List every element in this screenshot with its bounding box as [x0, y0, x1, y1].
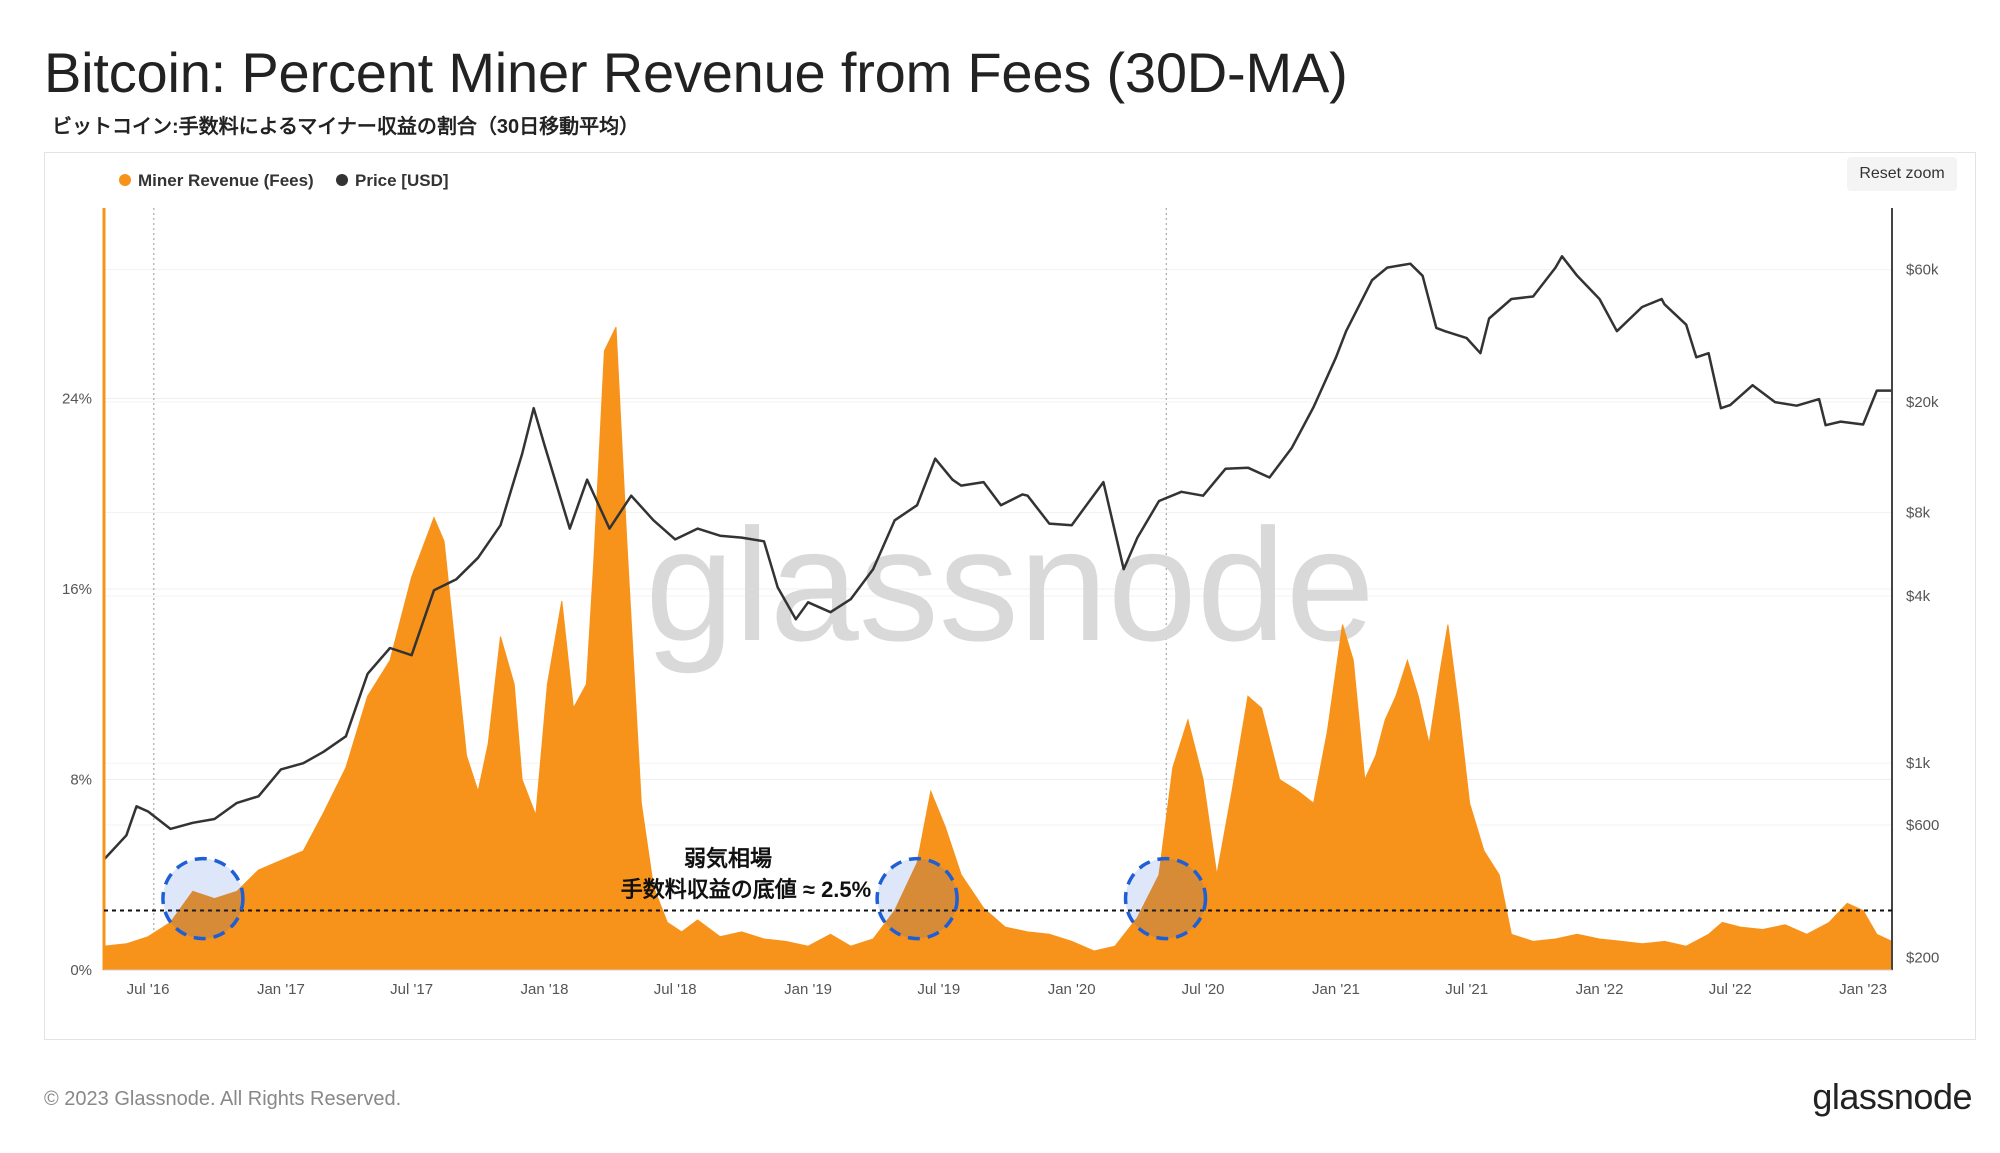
overlays: [104, 856, 1892, 941]
highlight-circle: [1123, 856, 1208, 941]
annotation: 弱気相場 手数料収益の底値 ≈ 2.5%: [621, 846, 871, 902]
x-tick-label: Jan '20: [1048, 981, 1096, 998]
legend-marker-price: [336, 174, 348, 186]
price-line: [103, 255, 1892, 861]
x-tick-label: Jan '22: [1576, 981, 1624, 998]
highlight-circle: [161, 856, 245, 941]
footer-logo: glassnode: [1812, 1076, 1972, 1117]
annotation-line1: 弱気相場: [684, 846, 772, 871]
fees-area: [103, 326, 1893, 971]
chart-frame: [44, 152, 1976, 1040]
x-tick-label: Jul '20: [1182, 981, 1225, 998]
fees-series: [103, 326, 1893, 971]
y-left-tick-label: 16%: [62, 581, 92, 598]
x-tick-label: Jan '19: [784, 981, 832, 998]
legend-marker-fees: [119, 174, 131, 186]
x-tick-label: Jan '21: [1312, 981, 1360, 998]
x-tick-label: Jul '16: [127, 981, 170, 998]
page-subtitle: ビットコイン:手数料によるマイナー収益の割合（30日移動平均）: [52, 116, 640, 138]
y-right-tick-label: $20k: [1906, 394, 1939, 411]
footer-copyright: © 2023 Glassnode. All Rights Reserved.: [44, 1088, 402, 1110]
y-right-tick-label: $60k: [1906, 262, 1939, 279]
x-tick-label: Jan '23: [1839, 981, 1887, 998]
x-tick-label: Jul '17: [390, 981, 433, 998]
x-tick-label: Jul '22: [1709, 981, 1752, 998]
watermark-text: glassnode: [645, 495, 1374, 674]
price-series: [103, 255, 1893, 861]
y-right-tick-label: $600: [1906, 817, 1939, 834]
x-tick-label: Jul '18: [654, 981, 697, 998]
highlight-circle: [875, 856, 959, 941]
page-title: Bitcoin: Percent Miner Revenue from Fees…: [44, 41, 1348, 104]
y-left-tick-label: 0%: [70, 962, 92, 979]
y-right-tick-label: $4k: [1906, 588, 1931, 605]
y-right-tick-label: $1k: [1906, 755, 1931, 772]
x-tick-label: Jul '19: [917, 981, 960, 998]
y-right-tick-label: $200: [1906, 949, 1939, 966]
x-tick-label: Jan '17: [257, 981, 305, 998]
y-right-tick-label: $8k: [1906, 505, 1931, 522]
x-tick-label: Jan '18: [521, 981, 569, 998]
legend: Miner Revenue (Fees) Price [USD]: [119, 171, 449, 190]
legend-label-price[interactable]: Price [USD]: [355, 171, 449, 190]
annotation-line2: 手数料収益の底値 ≈ 2.5%: [621, 877, 871, 902]
reset-zoom-button[interactable]: Reset zoom: [1847, 157, 1957, 191]
legend-label-fees[interactable]: Miner Revenue (Fees): [138, 171, 314, 190]
y-left-tick-label: 24%: [62, 391, 92, 408]
x-tick-label: Jul '21: [1445, 981, 1488, 998]
y-left-tick-label: 8%: [70, 772, 92, 789]
axes: 0% 8% 16% 24% $200 $600 $1k $4k $8k $20k $60k Jul '…: [62, 208, 1939, 998]
